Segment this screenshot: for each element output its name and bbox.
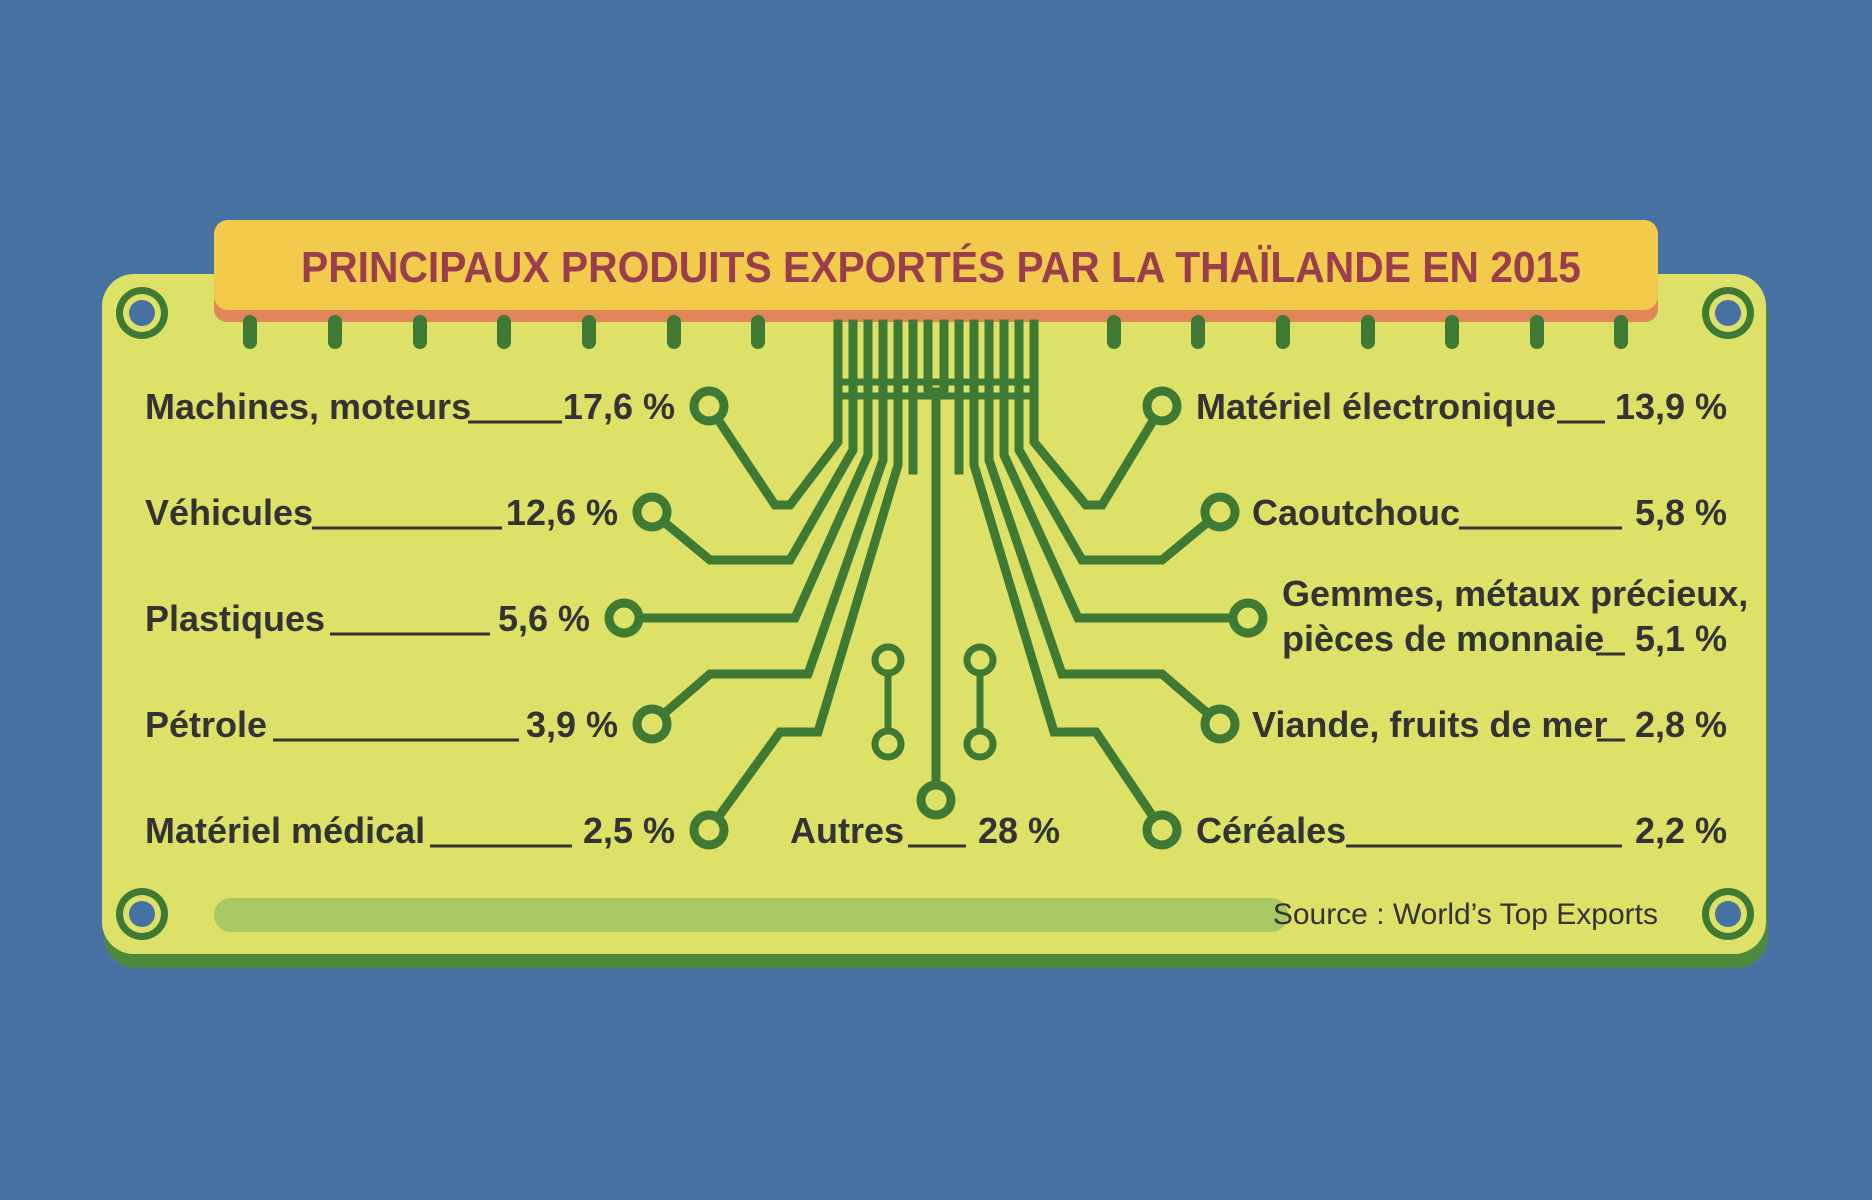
trace-3 [619, 387, 873, 623]
trace-4 [645, 387, 888, 731]
chart-title: PRINCIPAUX PRODUITS EXPORTÉS PAR LA THAÏ… [301, 242, 1581, 292]
item-label: Plastiques [145, 598, 325, 639]
data-item: Machines, moteurs 17,6 % [145, 386, 675, 427]
item-value: 5,6 % [498, 598, 590, 639]
item-label: Autres [790, 810, 904, 851]
data-item: Céréales 2,2 % [1196, 810, 1727, 851]
trace-pad [632, 704, 672, 744]
data-item: Autres 28 % [790, 810, 1060, 851]
item-label: Matériel électronique [1196, 386, 1556, 427]
item-value: 5,8 % [1635, 492, 1727, 533]
circuit-traces [619, 319, 1253, 837]
item-label: Machines, moteurs [145, 386, 471, 427]
item-value: 5,1 % [1635, 618, 1727, 659]
item-value: 2,8 % [1635, 704, 1727, 745]
decorative-component-right [963, 643, 997, 761]
item-value: 17,6 % [563, 386, 675, 427]
data-item: Caoutchouc 5,8 % [1252, 492, 1727, 533]
item-label: Viande, fruits de mer [1252, 704, 1607, 745]
chip-pins [243, 315, 1628, 349]
item-label: Matériel médical [145, 810, 425, 851]
item-value: 2,2 % [1635, 810, 1727, 851]
data-item: Plastiques 5,6 % [145, 598, 590, 639]
trace-pads [604, 386, 1268, 850]
trace-pad [604, 598, 644, 638]
data-item: Gemmes, métaux précieux,pièces de monnai… [1282, 573, 1748, 659]
mounting-hole-bottom-left [116, 888, 168, 940]
data-labels: Machines, moteurs 17,6 % Véhicules 12,6 % Pl… [145, 386, 1748, 851]
data-item: Véhicules 12,6 % [145, 492, 618, 533]
data-item: Matériel électronique 13,9 % [1196, 386, 1727, 427]
mounting-hole-top-left [116, 287, 168, 339]
trace-pad [1200, 492, 1240, 532]
item-value: 28 % [978, 810, 1060, 851]
title-banner [214, 220, 1658, 310]
footer-bar [214, 898, 1288, 932]
data-item: Viande, fruits de mer 2,8 % [1252, 704, 1727, 745]
mounting-hole-top-right [1702, 287, 1754, 339]
item-value: 2,5 % [583, 810, 675, 851]
trace-6 [1029, 387, 1169, 510]
trace-pad [1142, 386, 1182, 426]
trace-pad [916, 780, 956, 820]
trace-pad [1228, 598, 1268, 638]
trace-10 [969, 387, 1169, 837]
decorative-component-left [871, 643, 905, 761]
item-label: Pétrole [145, 704, 267, 745]
item-value: 13,9 % [1615, 386, 1727, 427]
trace-9 [984, 387, 1227, 731]
trace-5 [702, 387, 903, 837]
item-label: Céréales [1196, 810, 1346, 851]
trace-pad [1142, 810, 1182, 850]
trace-7 [1014, 387, 1227, 565]
trace-pad [1200, 704, 1240, 744]
trace-pad [632, 492, 672, 532]
data-item: Matériel médical 2,5 % [145, 810, 675, 851]
trace-pad [689, 810, 729, 850]
item-label: Caoutchouc [1252, 492, 1460, 533]
trace-2 [645, 387, 858, 565]
trace-1 [702, 387, 843, 510]
trace-pad [689, 386, 729, 426]
item-label: Véhicules [145, 492, 313, 533]
item-label: pièces de monnaie [1282, 618, 1604, 659]
data-item: Pétrole 3,9 % [145, 704, 618, 745]
source-note: Source : World’s Top Exports [1273, 898, 1658, 931]
trace-8 [999, 387, 1253, 623]
item-value: 12,6 % [506, 492, 618, 533]
item-label: Gemmes, métaux précieux, [1282, 573, 1748, 614]
item-value: 3,9 % [526, 704, 618, 745]
mounting-hole-bottom-right [1702, 888, 1754, 940]
